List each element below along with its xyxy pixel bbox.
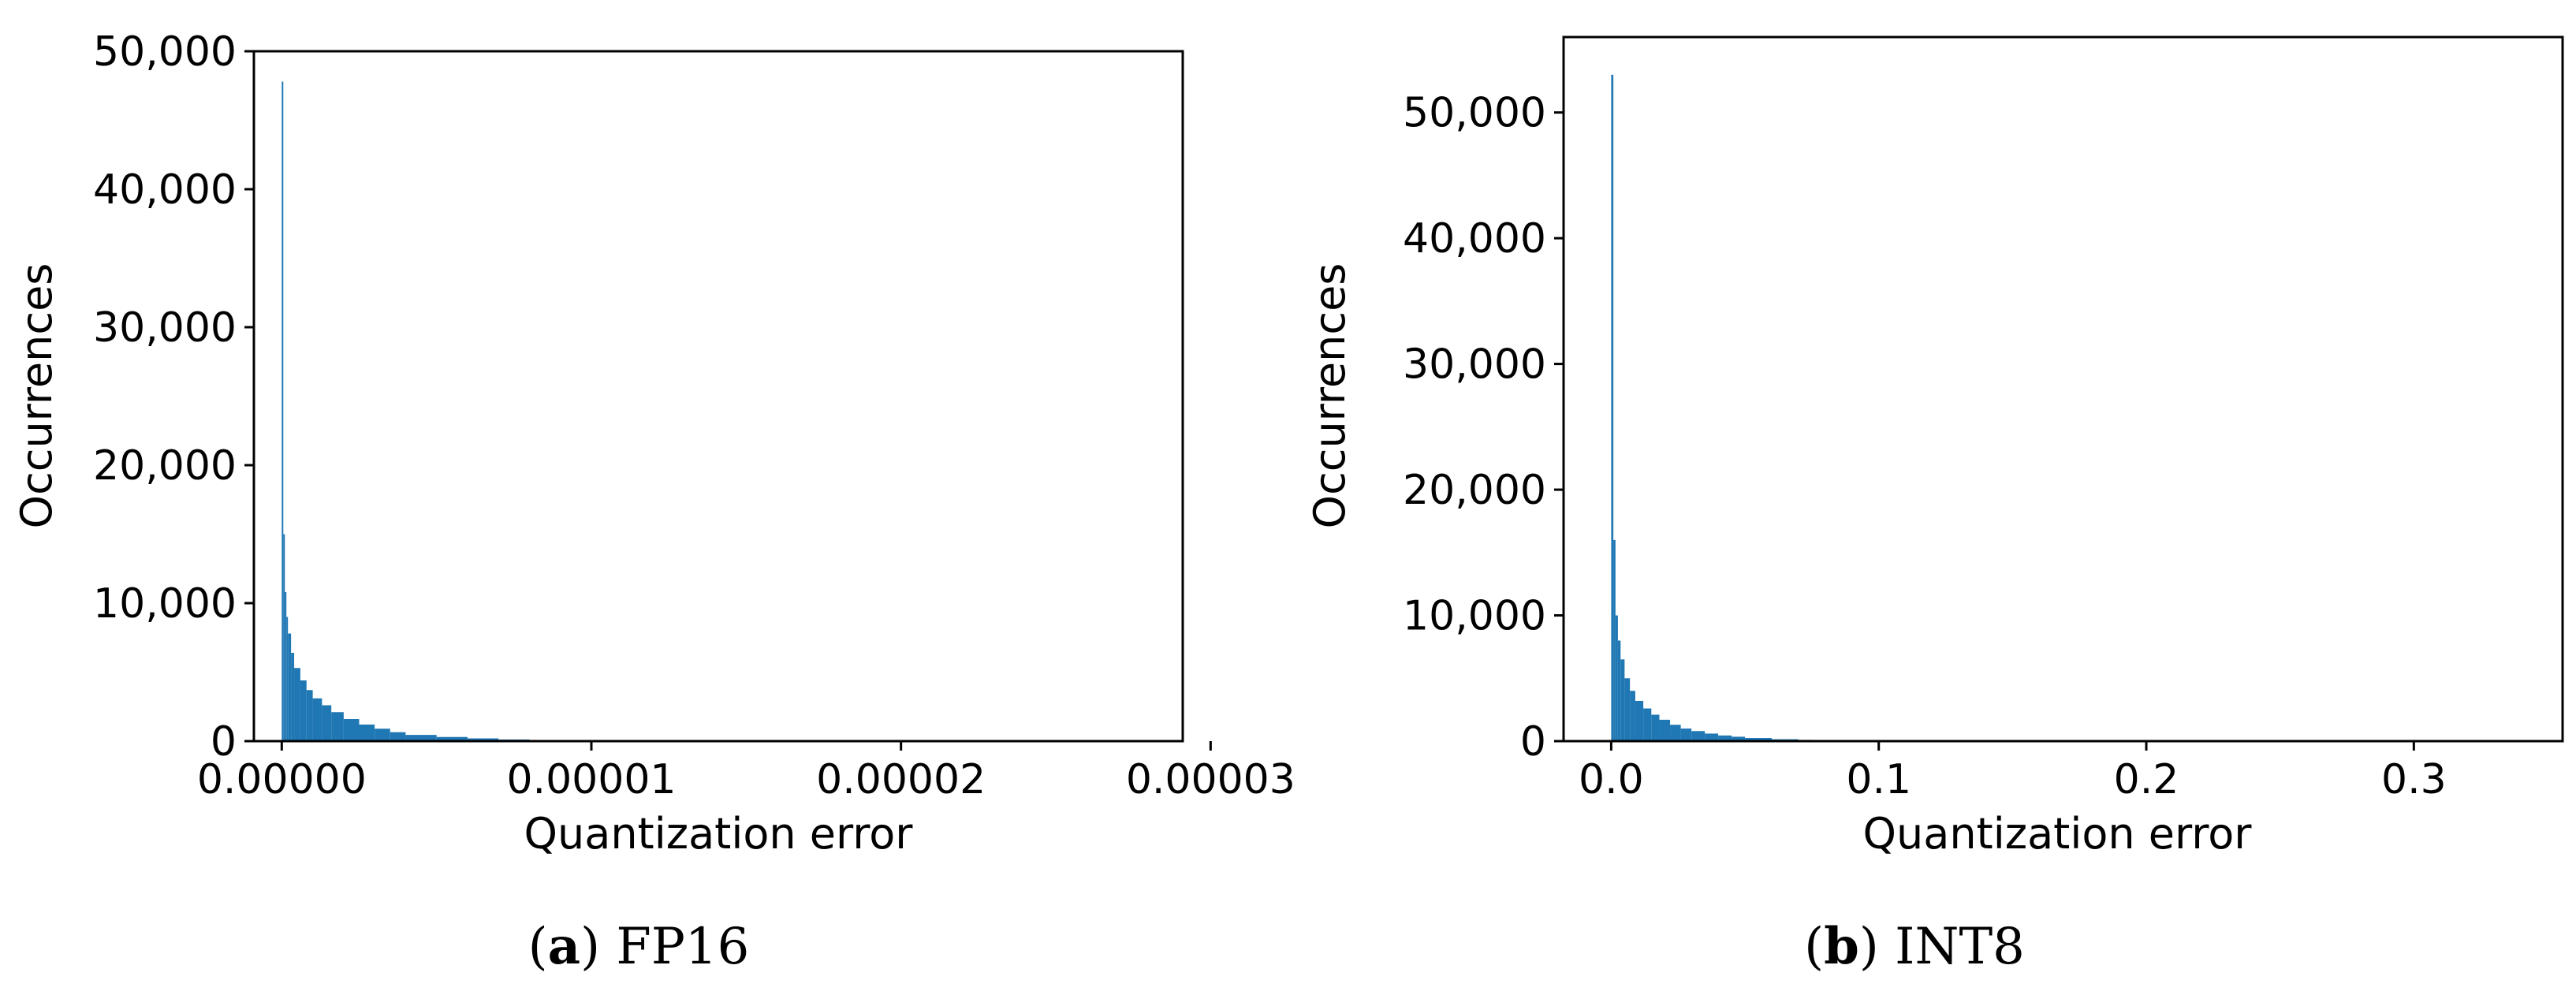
histogram-bar — [1624, 678, 1631, 741]
caption-letter-b: b — [1824, 917, 1859, 976]
y-tick-label: 0 — [1520, 718, 1546, 766]
histogram-bar — [390, 732, 406, 741]
histogram-bar — [1613, 539, 1616, 741]
y-tick-label: 30,000 — [93, 304, 237, 352]
y-tick-label: 50,000 — [93, 28, 237, 76]
plot-frame-a — [252, 50, 1184, 743]
x-tick-label: 0.1 — [1846, 756, 1911, 803]
histogram-bar — [1680, 729, 1692, 741]
caption-text-a: FP16 — [616, 918, 749, 976]
histogram-bar — [281, 81, 284, 741]
histogram-bar — [286, 617, 289, 741]
histogram-bar — [1691, 731, 1706, 741]
histogram-bar — [405, 735, 437, 741]
x-tick-label: 0.00003 — [1126, 756, 1295, 803]
y-tick-label: 50,000 — [1403, 90, 1546, 137]
histogram-bar — [312, 698, 322, 741]
y-tick-label: 40,000 — [93, 166, 237, 214]
caption-text-b: INT8 — [1895, 918, 2025, 976]
histogram-bar — [1611, 74, 1614, 741]
histogram-bar — [1615, 615, 1618, 741]
histogram-bar — [343, 719, 360, 741]
histogram-bars-a — [281, 81, 561, 741]
y-tick-label: 10,000 — [93, 580, 237, 628]
caption-a: (a) FP16 — [528, 917, 750, 976]
y-axis-a: 0 10,000 20,000 30,000 40,000 50,000 — [93, 28, 254, 766]
histogram-bar — [467, 738, 499, 741]
histogram-bar — [359, 725, 375, 741]
histogram-bar — [1635, 700, 1644, 741]
y-tick-label: 40,000 — [1403, 215, 1546, 263]
x-tick-label: 0.00000 — [197, 756, 367, 803]
histogram-bar — [288, 633, 292, 741]
x-tick-label: 0.00002 — [816, 756, 986, 803]
histogram-bars-b — [1611, 74, 1825, 741]
x-axis-b: 0.0 0.1 0.2 0.3 — [1579, 741, 2447, 803]
y-tick-label: 20,000 — [1403, 467, 1546, 514]
histogram-bar — [306, 690, 313, 741]
histogram-bar — [1651, 714, 1660, 741]
histogram-bar — [322, 705, 332, 741]
x-axis-title-a: Quantization error — [524, 809, 914, 859]
x-axis-a: 0.00000 0.00001 0.00002 0.00003 — [197, 741, 1295, 803]
histogram-bar — [1670, 725, 1681, 741]
histogram-bar — [1718, 735, 1732, 741]
histogram-bar — [1617, 640, 1621, 741]
x-tick-label: 0.3 — [2381, 756, 2447, 803]
y-axis-b: 0 10,000 20,000 30,000 40,000 50,000 — [1403, 90, 1564, 766]
y-tick-label: 20,000 — [93, 442, 237, 490]
caption-letter-a: a — [548, 917, 580, 976]
histogram-bar — [1659, 719, 1671, 741]
histogram-bar — [1630, 691, 1635, 741]
histogram-bar — [436, 736, 468, 741]
histogram-bar — [294, 668, 300, 741]
x-tick-label: 0.00001 — [506, 756, 676, 803]
histogram-bar — [291, 653, 295, 741]
histogram-bar — [283, 534, 285, 741]
y-tick-label: 10,000 — [1403, 593, 1546, 640]
histogram-bar — [1643, 708, 1652, 741]
histogram-bar — [1745, 738, 1772, 741]
x-axis-title-b: Quantization error — [1863, 809, 2253, 859]
histogram-bar — [1705, 733, 1719, 741]
y-tick-label: 30,000 — [1403, 341, 1546, 389]
histogram-bar — [331, 712, 344, 741]
y-tick-label: 0 — [211, 718, 237, 766]
histogram-bar — [300, 680, 307, 741]
histogram-bar — [285, 592, 287, 741]
x-tick-label: 0.0 — [1579, 756, 1644, 803]
plot-frame-b — [1562, 35, 2564, 743]
histogram-bar — [375, 729, 390, 741]
x-tick-label: 0.2 — [2114, 756, 2179, 803]
histogram-bar — [1732, 736, 1746, 741]
y-axis-title-b: Occurrences — [1305, 263, 1355, 529]
caption-b: (b) INT8 — [1804, 917, 2025, 976]
y-axis-title-a: Occurrences — [12, 263, 62, 529]
histogram-bar — [1620, 659, 1625, 741]
